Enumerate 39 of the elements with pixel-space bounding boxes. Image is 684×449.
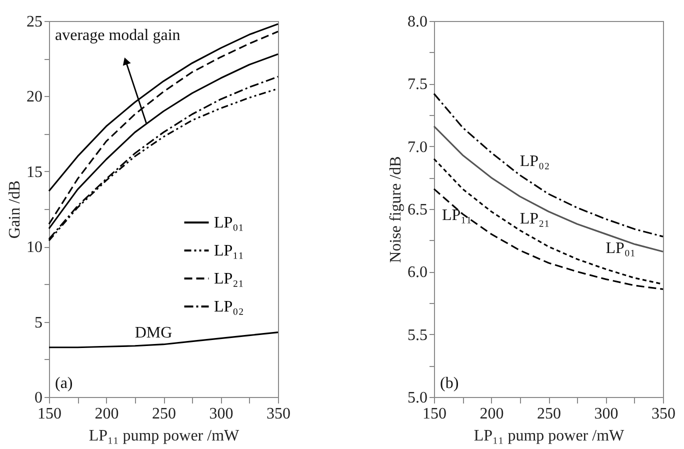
y-tick-label: 0	[34, 390, 42, 406]
y-tick-label: 15	[26, 164, 42, 181]
series-label: LP₂₁	[520, 210, 550, 228]
x-tick-label: 300	[209, 406, 234, 422]
legend-label: LP₁₁	[214, 242, 244, 260]
x-tick-label: 150	[422, 406, 446, 422]
y-tick-label: 7.0	[408, 138, 428, 156]
annotation: average modal gain	[55, 27, 180, 44]
y-tick-label: 10	[26, 239, 42, 256]
y-tick-label: 6.0	[408, 264, 428, 282]
series-label: DMG	[134, 324, 173, 342]
x-tick-label: 350	[266, 406, 290, 422]
y-tick-label: 25	[26, 14, 42, 30]
y-tick-label: 20	[26, 88, 42, 106]
series-label: LP₀₂	[520, 153, 550, 170]
y-tick-label: 5.5	[408, 326, 428, 344]
annotation: (b)	[440, 375, 459, 392]
x-tick-label: 200	[94, 406, 119, 422]
legend-label: LP₀₁	[214, 214, 244, 232]
y-tick-label: 5	[34, 314, 42, 332]
series-label: LP₁₁	[442, 206, 472, 224]
y-tick-label: 7.5	[408, 76, 428, 94]
annotation: (a)	[55, 375, 73, 392]
x-tick-label: 350	[652, 406, 676, 422]
x-tick-label: 250	[152, 406, 176, 422]
series-label: LP₀₁	[606, 240, 636, 258]
y-axis-title: Noise figure /dB	[388, 156, 404, 263]
x-tick-label: 300	[594, 406, 618, 422]
y-tick-label: 8.0	[408, 14, 428, 30]
legend-label: LP₀₂	[214, 298, 244, 316]
y-tick-label: 6.5	[408, 202, 428, 218]
x-tick-label: 150	[38, 406, 62, 422]
x-axis-title: LP₁₁ pump power /mW	[88, 428, 240, 444]
legend-label: LP₂₁	[214, 270, 244, 288]
y-axis-title: Gain /dB	[6, 180, 24, 239]
x-axis-title: LP₁₁ pump power /mW	[474, 428, 626, 444]
y-tick-label: 5.0	[408, 390, 428, 406]
x-tick-label: 200	[480, 406, 504, 422]
x-tick-label: 250	[537, 406, 561, 422]
